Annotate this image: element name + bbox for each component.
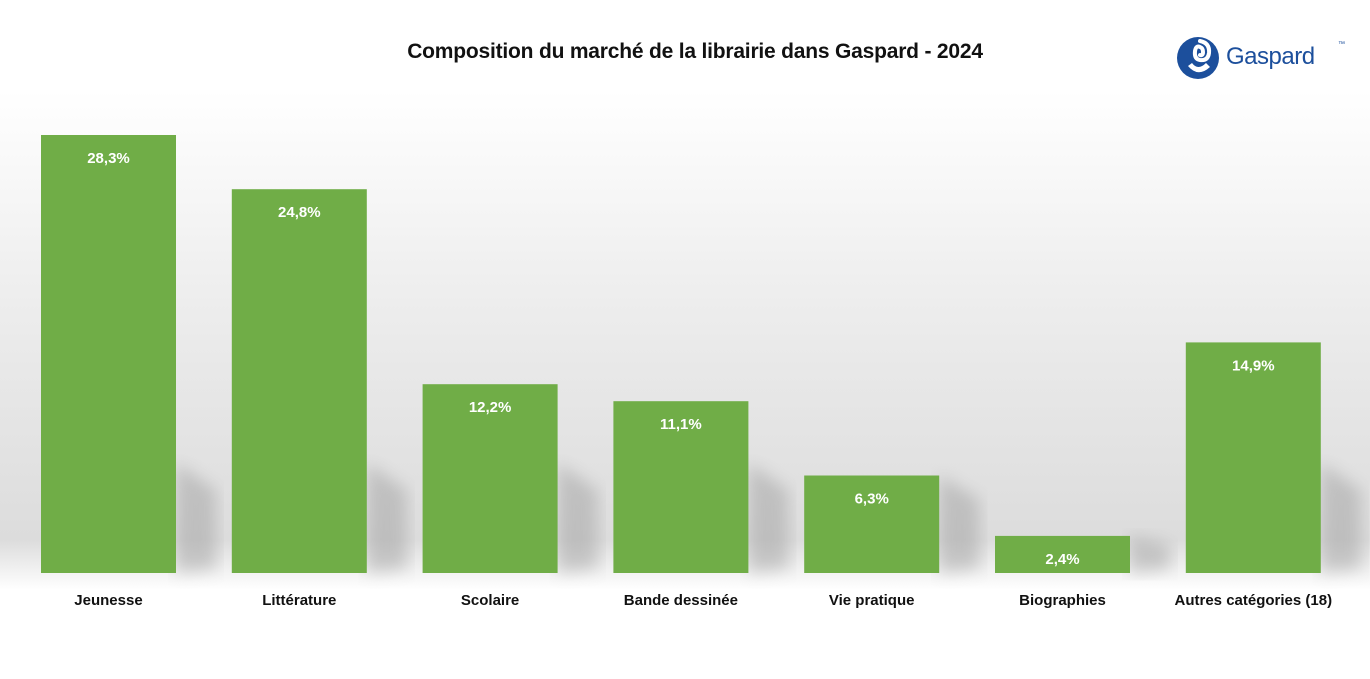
gaspard-logo: Gaspard ™ [1176,33,1356,83]
category-label-biographies: Biographies [1019,592,1106,609]
bar-shadows [176,463,1361,573]
value-label-biographies: 2,4% [1045,551,1079,568]
bar-autres-categories-18 [1185,342,1321,573]
value-label-vie-pratique: 6,3% [855,491,889,508]
category-label-scolaire: Scolaire [461,592,519,609]
chart-title: Composition du marché de la librairie da… [407,40,983,63]
gaspard-logo-icon [1177,37,1219,79]
bar-litterature [231,189,367,573]
bar-shadow-vie-pratique [939,475,980,573]
bar-shadow-litterature [366,463,407,573]
logo-trademark: ™ [1338,41,1345,48]
value-label-scolaire: 12,2% [469,399,512,416]
value-label-bande-dessinee: 11,1% [660,416,702,433]
value-label-litterature: 24,8% [278,204,321,221]
category-label-jeunesse: Jeunesse [74,592,142,609]
value-labels: 28,3% 24,8% 12,2% 11,1% 6,3% 2,4% 14,9% [87,150,1274,568]
bar-biographies [995,535,1130,573]
bar-scolaire [422,384,558,573]
bar-series [41,135,1321,573]
bar-shadow-biographies [1130,535,1170,573]
category-labels: Jeunesse Littérature Scolaire Bande dessiné… [74,592,1332,609]
bar-bande-dessinee [613,401,749,573]
bar-shadow-autres-categories-18 [1320,463,1361,573]
bar-shadow-jeunesse [176,463,216,573]
bar-jeunesse [41,135,176,573]
category-label-autres-categories-18: Autres catégories (18) [1175,592,1333,609]
bar-shadow-bande-dessinee [748,463,789,573]
category-label-vie-pratique: Vie pratique [829,592,915,609]
category-label-litterature: Littérature [262,592,336,609]
logo-wordmark: Gaspard [1226,43,1315,70]
category-label-bande-dessinee: Bande dessinée [624,592,738,609]
value-label-jeunesse: 28,3% [87,150,130,167]
bar-shadow-scolaire [557,463,598,573]
bar-vie-pratique [804,475,940,573]
value-label-autres-categories-18: 14,9% [1232,357,1275,374]
